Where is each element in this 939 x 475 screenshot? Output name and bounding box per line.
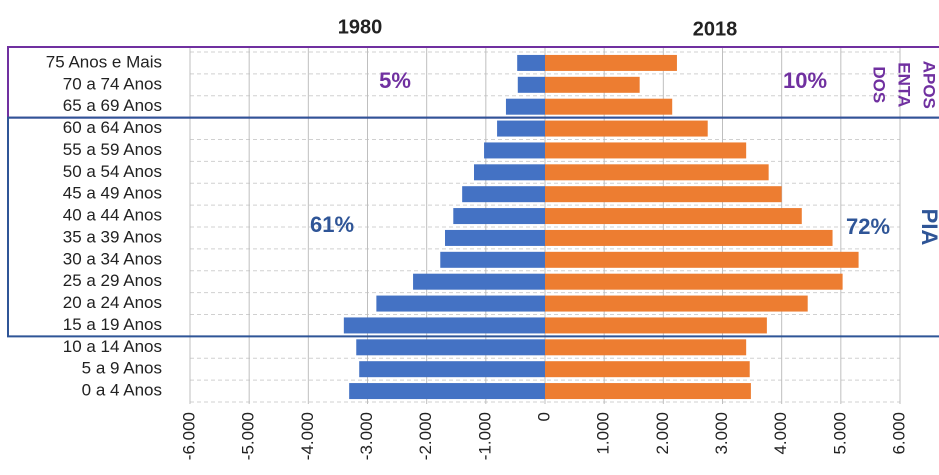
side-label: ENTA xyxy=(895,62,914,107)
bar xyxy=(545,251,859,268)
y-tick-label: 5 a 9 Anos xyxy=(82,359,162,378)
bar xyxy=(376,295,545,312)
x-tick-label: -6.000 xyxy=(179,412,198,460)
bar xyxy=(545,98,673,115)
x-tick-label: -2.000 xyxy=(416,412,435,460)
y-tick-label: 25 a 29 Anos xyxy=(63,271,162,290)
bar xyxy=(343,317,545,334)
bar xyxy=(545,361,750,378)
y-tick-label: 40 a 44 Anos xyxy=(63,206,162,225)
bar xyxy=(474,164,545,181)
bar xyxy=(359,361,545,378)
y-tick-label: 70 a 74 Anos xyxy=(63,74,162,93)
x-tick-label: 6.000 xyxy=(889,412,908,455)
side-label: APOS xyxy=(920,61,939,109)
bar xyxy=(413,273,545,290)
bar xyxy=(445,229,545,246)
x-tick-label: 0 xyxy=(534,412,553,421)
x-tick-label: 3.000 xyxy=(712,412,731,455)
side-label: DOS xyxy=(870,66,889,103)
bar xyxy=(545,383,751,400)
bar xyxy=(484,142,545,159)
x-tick-label: -4.000 xyxy=(298,412,317,460)
bar xyxy=(545,339,747,356)
bar xyxy=(545,76,640,93)
bar xyxy=(505,98,545,115)
bar xyxy=(440,251,545,268)
x-tick-label: 4.000 xyxy=(771,412,790,455)
bar xyxy=(545,317,767,334)
y-tick-label: 45 a 49 Anos xyxy=(63,184,162,203)
annotation: 10% xyxy=(783,68,827,93)
bar xyxy=(545,54,677,71)
y-tick-label: 20 a 24 Anos xyxy=(63,293,162,312)
bar xyxy=(349,383,545,400)
bar xyxy=(517,76,545,93)
y-tick-label: 50 a 54 Anos xyxy=(63,162,162,181)
bar xyxy=(497,120,545,137)
y-tick-label: 15 a 19 Anos xyxy=(63,315,162,334)
bar xyxy=(462,186,545,203)
annotation: 5% xyxy=(379,68,411,93)
y-tick-label: 30 a 34 Anos xyxy=(63,249,162,268)
bar xyxy=(545,295,808,312)
bar xyxy=(545,164,769,181)
x-tick-label: -3.000 xyxy=(357,412,376,460)
bar xyxy=(517,54,545,71)
bar xyxy=(453,208,545,225)
y-tick-label: 75 Anos e Mais xyxy=(46,52,162,71)
x-tick-label: 5.000 xyxy=(830,412,849,455)
group-box xyxy=(7,116,939,338)
annotation: 61% xyxy=(310,212,354,237)
y-tick-label: 10 a 14 Anos xyxy=(63,337,162,356)
side-label: PIA xyxy=(917,209,939,246)
series-title: 2018 xyxy=(693,18,738,40)
y-tick-label: 55 a 59 Anos xyxy=(63,140,162,159)
annotation: 72% xyxy=(846,214,890,239)
x-tick-label: 2.000 xyxy=(653,412,672,455)
y-tick-label: 65 a 69 Anos xyxy=(63,96,162,115)
bar xyxy=(545,142,747,159)
bar xyxy=(545,186,782,203)
bar xyxy=(545,273,843,290)
y-tick-label: 35 a 39 Anos xyxy=(63,227,162,246)
x-tick-label: 1.000 xyxy=(594,412,613,455)
series-title: 1980 xyxy=(338,16,383,38)
bar xyxy=(545,229,833,246)
bar xyxy=(545,120,708,137)
x-tick-label: -1.000 xyxy=(475,412,494,460)
x-tick-label: -5.000 xyxy=(239,412,258,460)
y-tick-label: 60 a 64 Anos xyxy=(63,118,162,137)
bar xyxy=(356,339,545,356)
y-tick-label: 0 a 4 Anos xyxy=(82,381,162,400)
bar xyxy=(545,208,802,225)
